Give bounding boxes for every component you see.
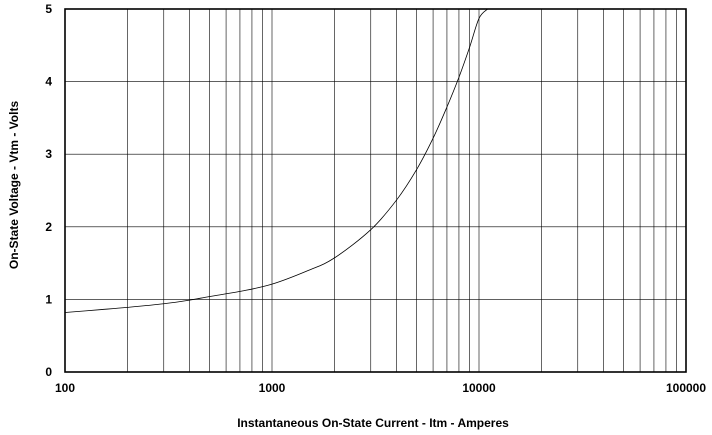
y-tick-label: 0: [45, 365, 52, 379]
x-tick-label: 100: [55, 381, 75, 395]
y-tick-labels: 0 1 2 3 4 5: [45, 2, 52, 379]
y-tick-label: 2: [45, 220, 52, 234]
plot-area-border: [64, 8, 687, 373]
x-axis-title: Instantaneous On-State Current - Itm - A…: [237, 416, 509, 430]
x-tick-label: 10000: [462, 381, 496, 395]
y-tick-label: 3: [45, 147, 52, 161]
x-tick-labels: 100 1000 10000 100000: [55, 381, 706, 395]
y-tick-label: 5: [45, 2, 52, 16]
x-tick-label: 1000: [259, 381, 286, 395]
y-tick-label: 1: [45, 292, 52, 306]
y-axis-title: On-State Voltage - Vtm - Volts: [7, 101, 21, 270]
series-line: [64, 8, 488, 313]
x-tick-label: 100000: [666, 381, 706, 395]
grid-lines: [65, 9, 686, 372]
y-tick-label: 4: [45, 75, 52, 89]
